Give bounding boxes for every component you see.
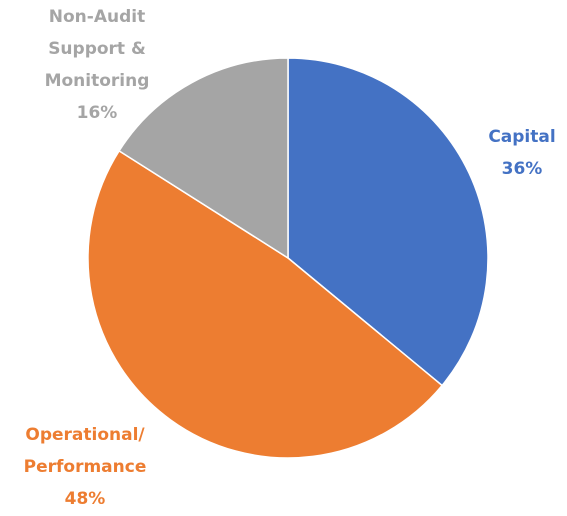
value-label: 36%: [501, 159, 543, 179]
category-label: Operational/ Performance: [23, 425, 147, 477]
value-label: 48%: [64, 489, 106, 509]
pie-slice: [87, 149, 444, 459]
slice-label: Non-Audit Support & Monitoring 16%: [27, 1, 167, 129]
category-label: Capital: [488, 127, 556, 147]
pie-slice: [118, 57, 289, 260]
value-label: 16%: [76, 103, 118, 123]
slice-label: Capital 36%: [462, 121, 567, 185]
pie-slice: [287, 57, 489, 387]
category-label: Non-Audit Support & Monitoring: [44, 7, 150, 91]
slice-label: Operational/ Performance 48%: [0, 419, 170, 515]
